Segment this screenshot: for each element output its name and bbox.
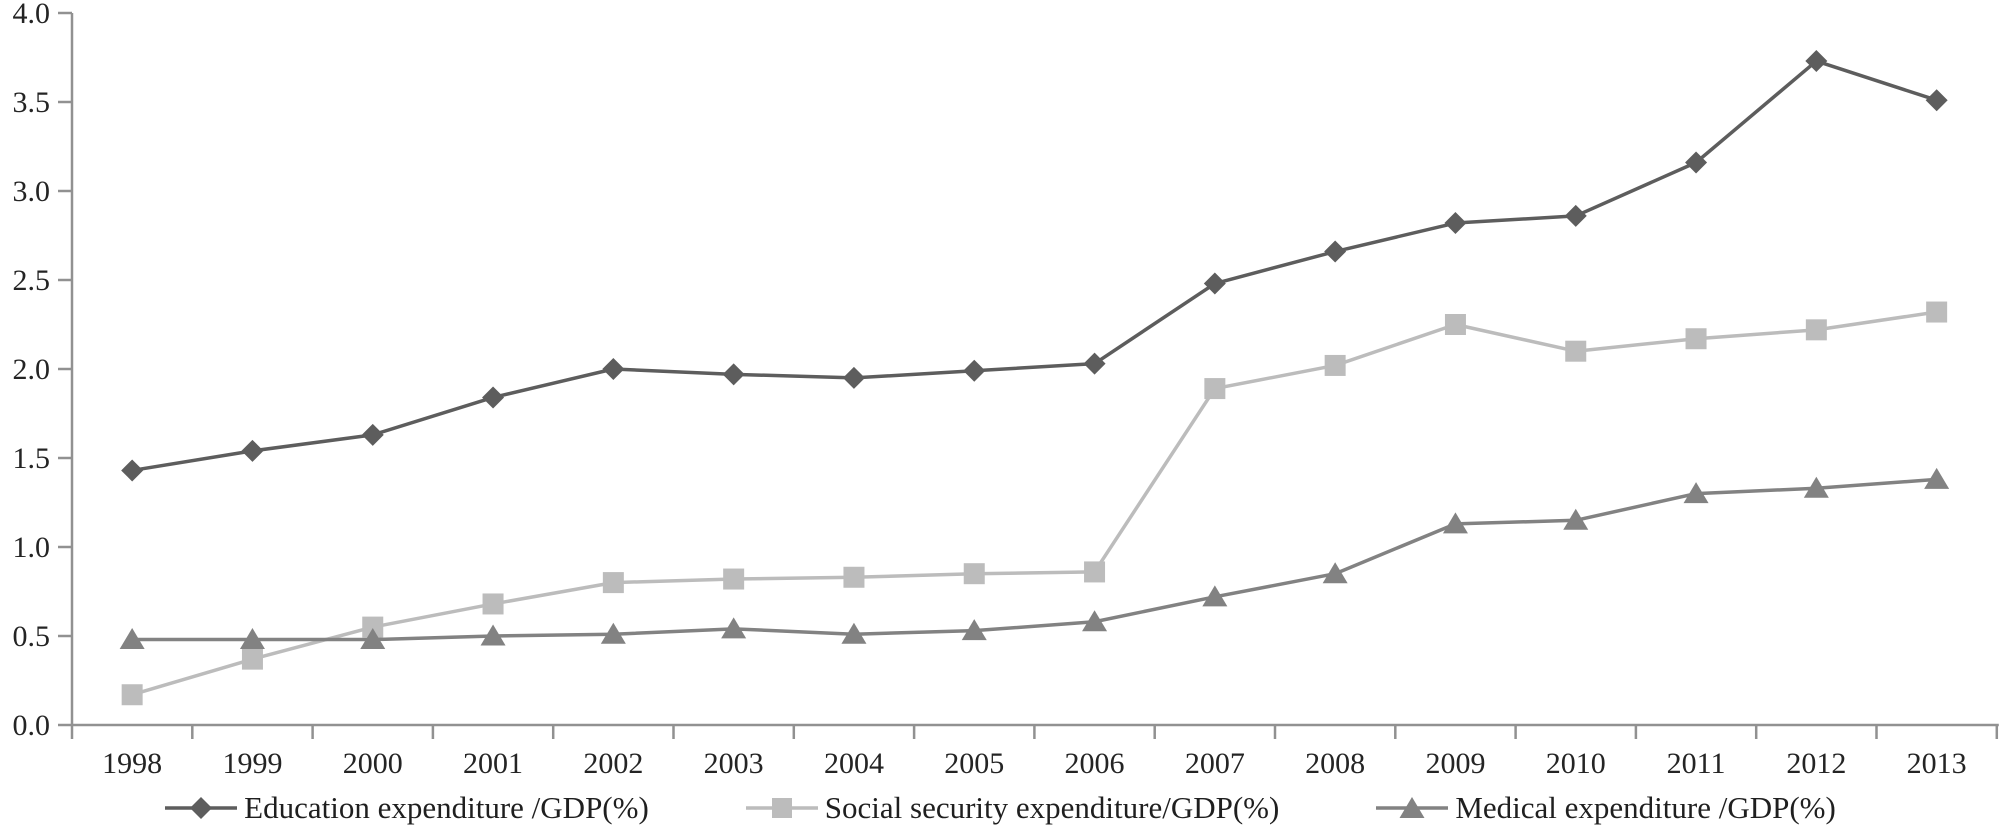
legend-item-education: Education expenditure /GDP(%) — [164, 790, 649, 826]
y-axis-tick-label: 4.0 — [13, 0, 51, 30]
y-axis-tick-label: 3.0 — [13, 175, 51, 208]
square-data-point-marker — [1325, 355, 1346, 376]
square-data-point-marker — [964, 563, 985, 584]
legend-label-education: Education expenditure /GDP(%) — [244, 790, 649, 826]
x-axis-tick-label: 1998 — [102, 747, 162, 780]
diamond-data-point-marker — [723, 363, 745, 385]
diamond-data-point-marker — [1926, 89, 1948, 111]
square-data-point-marker — [242, 649, 263, 670]
x-axis-tick-label: 1999 — [222, 747, 282, 780]
x-axis-tick-label: 2001 — [463, 747, 523, 780]
triangle-data-point-marker — [1323, 562, 1348, 583]
square-data-point-marker — [1445, 314, 1466, 335]
y-axis-tick-label: 1.0 — [13, 531, 51, 564]
square-data-point-marker — [1806, 319, 1827, 340]
x-axis-tick-label: 2006 — [1065, 747, 1125, 780]
diamond-data-point-marker — [241, 440, 263, 462]
x-axis-tick-label: 2007 — [1185, 747, 1245, 780]
plot-area: 0.0 0.5 1.0 1.5 2.0 2.5 3.0 3.5 4.0 1998 1999 2000 2… — [0, 0, 2000, 782]
diamond-data-point-marker — [602, 358, 624, 380]
education-diamond-marker-icon — [164, 795, 238, 821]
y-axis-tick-label: 1.5 — [13, 442, 51, 475]
y-axis-tick-label: 2.5 — [13, 264, 51, 297]
diamond-data-point-marker — [843, 367, 865, 389]
diamond-data-point-marker — [1565, 205, 1587, 227]
legend-item-social-security: Social security expenditure/GDP(%) — [745, 790, 1280, 826]
x-axis-tick-label: 2010 — [1546, 747, 1606, 780]
x-axis-tick-label: 2005 — [944, 747, 1004, 780]
social-security-square-marker-icon — [745, 795, 819, 821]
x-axis-tick-label: 2008 — [1305, 747, 1365, 780]
square-data-point-marker — [1084, 561, 1105, 582]
x-axis-tick-label: 2002 — [583, 747, 643, 780]
x-axis-tick-label: 2012 — [1786, 747, 1846, 780]
square-data-point-marker — [1926, 302, 1947, 323]
series-line-diamond — [132, 61, 1937, 470]
legend-label-medical: Medical expenditure /GDP(%) — [1455, 790, 1836, 826]
diamond-data-point-marker — [1444, 212, 1466, 234]
series-line-triangle — [132, 479, 1937, 639]
x-axis-tick-label: 2011 — [1667, 747, 1726, 780]
x-axis-tick-label: 2009 — [1425, 747, 1485, 780]
square-data-point-marker — [122, 684, 143, 705]
x-axis-tick-label: 2000 — [343, 747, 403, 780]
diamond-data-point-marker — [1324, 241, 1346, 263]
diamond-data-point-marker — [121, 459, 143, 481]
diamond-data-point-marker — [1204, 273, 1226, 295]
square-data-point-marker — [483, 593, 504, 614]
diamond-data-point-marker — [1084, 353, 1106, 375]
square-data-point-marker — [603, 572, 624, 593]
square-data-point-marker — [1686, 328, 1707, 349]
square-data-point-marker — [843, 567, 864, 588]
diamond-data-point-marker — [482, 386, 504, 408]
y-axis-tick-label: 0.5 — [13, 620, 51, 653]
expenditure-gdp-line-chart: 0.0 0.5 1.0 1.5 2.0 2.5 3.0 3.5 4.0 1998 1999 2000 2… — [0, 0, 2000, 833]
diamond-data-point-marker — [362, 424, 384, 446]
x-axis-tick-label: 2004 — [824, 747, 884, 780]
x-axis-tick-label: 2003 — [704, 747, 764, 780]
legend-item-medical: Medical expenditure /GDP(%) — [1375, 790, 1836, 826]
square-data-point-marker — [1204, 378, 1225, 399]
square-data-point-marker — [1565, 341, 1586, 362]
square-data-point-marker — [723, 569, 744, 590]
y-axis-tick-label: 2.0 — [13, 353, 51, 386]
y-axis-tick-label: 0.0 — [13, 709, 51, 742]
legend-label-social-security: Social security expenditure/GDP(%) — [825, 790, 1280, 826]
y-axis-tick-label: 3.5 — [13, 86, 51, 119]
medical-triangle-marker-icon — [1375, 795, 1449, 821]
diamond-data-point-marker — [963, 360, 985, 382]
chart-legend: Education expenditure /GDP(%) Social sec… — [0, 782, 2000, 833]
x-axis-tick-label: 2013 — [1907, 747, 1967, 780]
